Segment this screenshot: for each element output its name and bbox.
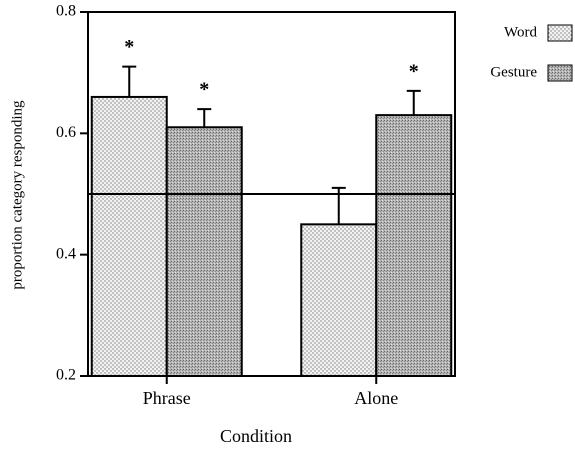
bar <box>300 223 378 377</box>
significance-marker: * <box>409 60 419 82</box>
legend-label: Word <box>504 24 537 40</box>
x-tick-label: Phrase <box>143 388 191 408</box>
x-axis-label: Condition <box>220 426 292 446</box>
y-tick-label: 0.6 <box>56 124 76 141</box>
y-axis-label: proportion category responding <box>9 100 25 290</box>
bar <box>90 95 168 378</box>
significance-marker: * <box>199 79 209 101</box>
legend-label: Gesture <box>490 64 537 80</box>
y-tick-label: 0.2 <box>56 367 76 384</box>
error-bar <box>122 65 137 97</box>
significance-marker: * <box>124 36 134 58</box>
legend-swatch <box>547 24 573 42</box>
bar <box>165 126 243 378</box>
error-bar <box>406 89 421 116</box>
error-bar <box>197 108 212 128</box>
y-tick-label: 0.8 <box>56 3 76 20</box>
x-tick-label: Alone <box>354 388 398 408</box>
legend-swatch <box>547 64 573 82</box>
y-tick-label: 0.4 <box>56 245 76 262</box>
bar <box>375 114 453 377</box>
plot-frame <box>87 11 456 377</box>
